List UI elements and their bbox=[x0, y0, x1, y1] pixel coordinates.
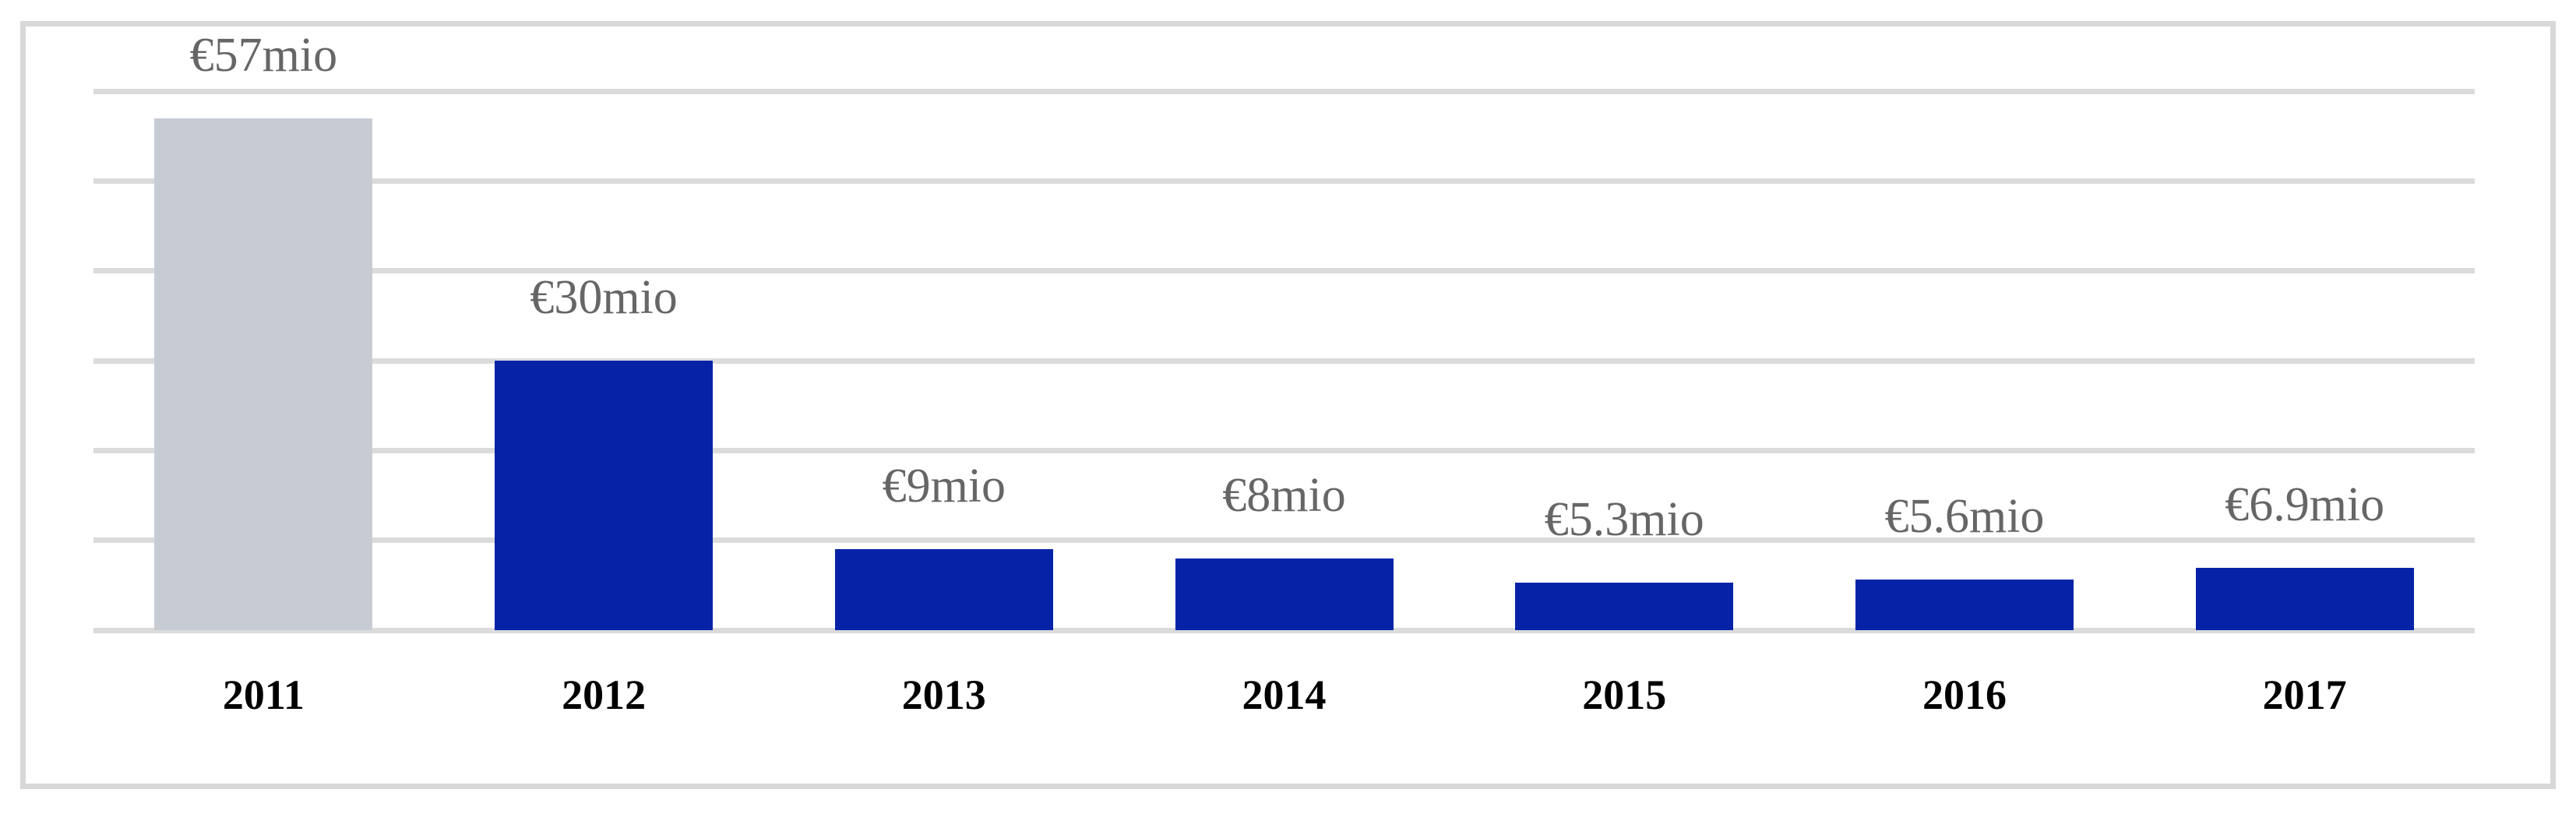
x-axis-category-label: 2014 bbox=[1242, 671, 1327, 718]
gridline bbox=[93, 178, 2475, 184]
bar bbox=[1175, 558, 1394, 630]
chart-card: €57mio 2011 €30mio 2012 €9mio 2013 €8mio bbox=[20, 21, 2556, 789]
gridlines bbox=[93, 88, 2475, 633]
gridline bbox=[93, 627, 2475, 633]
bar-group: €57mio 2011 bbox=[93, 31, 434, 716]
bar bbox=[2195, 568, 2414, 630]
bar-group: €30mio 2012 bbox=[434, 91, 774, 716]
bar bbox=[834, 549, 1053, 630]
bar-value-label: €5.3mio bbox=[1544, 492, 1704, 546]
bar bbox=[1515, 582, 1734, 630]
x-axis-category-label: 2013 bbox=[901, 671, 986, 718]
bar-group: €5.3mio 2015 bbox=[1454, 91, 1795, 716]
bar-value-label: €6.9mio bbox=[2225, 478, 2385, 532]
bar-value-label: €8mio bbox=[1222, 468, 1346, 522]
bar-groups: €57mio 2011 €30mio 2012 €9mio 2013 €8mio bbox=[93, 31, 2475, 716]
x-axis-category-label: 2017 bbox=[2262, 671, 2347, 718]
x-axis-category-label: 2016 bbox=[1922, 671, 2007, 718]
gridline bbox=[93, 537, 2475, 544]
bar-value-label: €30mio bbox=[530, 271, 678, 324]
gridline bbox=[93, 268, 2475, 274]
plot-area: €57mio 2011 €30mio 2012 €9mio 2013 €8mio bbox=[93, 31, 2475, 716]
bar-value-label: €9mio bbox=[882, 460, 1006, 513]
bar bbox=[154, 118, 373, 630]
bar bbox=[495, 361, 714, 630]
gridline bbox=[93, 358, 2475, 364]
bar-group: €5.6mio 2016 bbox=[1795, 91, 2135, 716]
bar-group: €6.9mio 2017 bbox=[2134, 91, 2475, 716]
x-axis-category-label: 2012 bbox=[562, 671, 647, 718]
bar-value-label: €57mio bbox=[189, 28, 338, 82]
gridline bbox=[93, 88, 2475, 94]
bar-value-label: €5.6mio bbox=[1884, 490, 2045, 544]
gridline bbox=[93, 447, 2475, 453]
x-axis-category-label: 2011 bbox=[222, 671, 305, 718]
bar-group: €8mio 2014 bbox=[1114, 91, 1454, 716]
bar bbox=[1855, 580, 2074, 630]
x-axis-category-label: 2015 bbox=[1582, 671, 1667, 718]
bar-group: €9mio 2013 bbox=[774, 91, 1114, 716]
